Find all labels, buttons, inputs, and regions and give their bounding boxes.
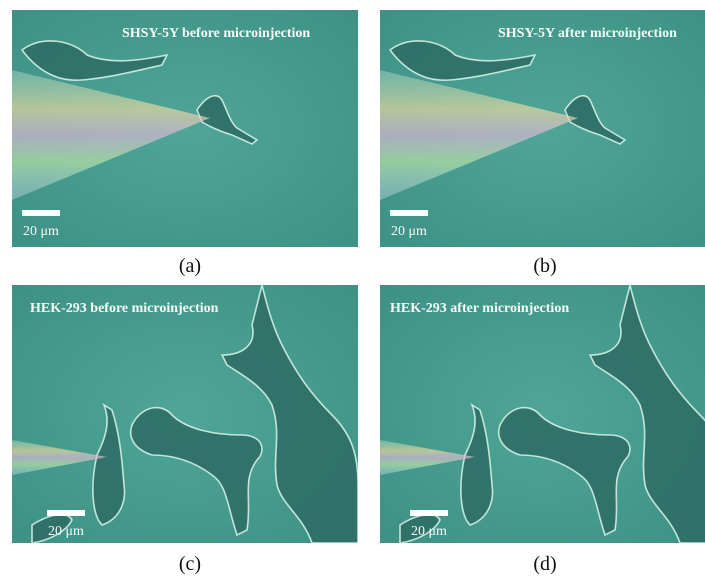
- panel-title: HEK-293 before microinjection: [30, 301, 219, 316]
- micrograph-panel: 20 μm HEK-293 after microinjection: [380, 285, 705, 543]
- micrograph-panel: 20 μm HEK-293 before microinjection: [12, 285, 358, 543]
- panel-caption: (d): [533, 553, 556, 575]
- scale-bar: [22, 210, 60, 216]
- panel-caption: (c): [179, 553, 201, 575]
- scale-label: 20 μm: [391, 224, 427, 239]
- panel-title: SHSY-5Y after microinjection: [498, 26, 677, 41]
- scale-bar: [47, 510, 85, 516]
- scale-label: 20 μm: [48, 524, 84, 539]
- micrograph-panel: 20 μm SHSY-5Y before microinjection: [12, 10, 358, 247]
- panel-caption: (b): [533, 255, 556, 277]
- scale-bar: [390, 210, 428, 216]
- image-content: 20 μm SHSY-5Y before microinjection: [12, 10, 358, 247]
- scale-bar: [410, 510, 448, 516]
- scale-label: 20 μm: [411, 524, 447, 539]
- figure: 20 μm SHSY-5Y before microinjection (a) 20 …: [0, 0, 705, 576]
- panel-title: HEK-293 after microinjection: [390, 301, 569, 316]
- micrograph-panel: 20 μm SHSY-5Y after microinjection: [380, 10, 705, 247]
- image-content: 20 μm HEK-293 before microinjection: [12, 285, 358, 543]
- image-content: 20 μm HEK-293 after microinjection: [380, 285, 705, 543]
- panel-title: SHSY-5Y before microinjection: [122, 26, 310, 41]
- panel-caption: (a): [179, 255, 201, 277]
- scale-label: 20 μm: [23, 224, 59, 239]
- image-content: 20 μm SHSY-5Y after microinjection: [380, 10, 705, 247]
